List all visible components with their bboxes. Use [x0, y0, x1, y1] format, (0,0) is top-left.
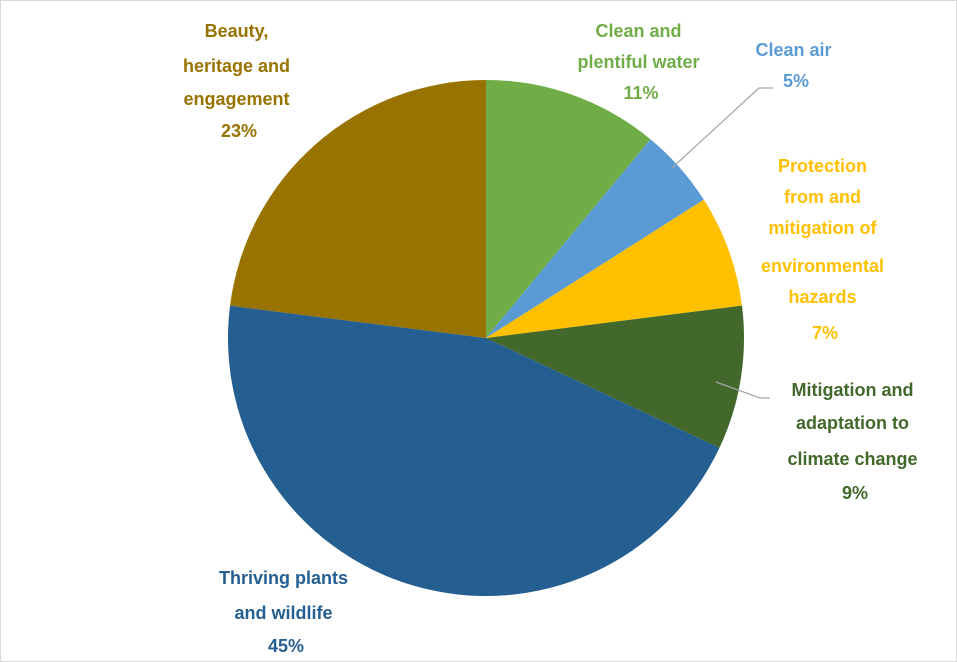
leader-line-clean-air	[671, 87, 773, 169]
pie-slice-plants-wildlife	[227, 305, 720, 597]
pie-slices	[227, 80, 745, 597]
pie-slice-clean-water	[486, 80, 651, 338]
label-environmental-hazards: Protection from and mitigation of enviro…	[761, 156, 889, 343]
pie-slice-environmental-hazards	[486, 199, 742, 338]
label-climate-change: Mitigation and adaptation to climate cha…	[787, 380, 922, 503]
leader-lines	[671, 87, 773, 399]
label-beauty-heritage: Beauty, heritage and engagement 23%	[183, 21, 295, 141]
leader-line-climate-change	[715, 381, 770, 399]
label-clean-water: Clean and plentiful water 11%	[577, 21, 704, 103]
pie-slice-climate-change	[486, 305, 745, 448]
pie-slice-clean-air	[486, 139, 704, 338]
label-plants-wildlife: Thriving plants and wildlife 45%	[219, 568, 353, 656]
pie-slice-beauty-heritage	[230, 80, 486, 338]
label-clean-air: Clean air 5%	[755, 40, 836, 91]
